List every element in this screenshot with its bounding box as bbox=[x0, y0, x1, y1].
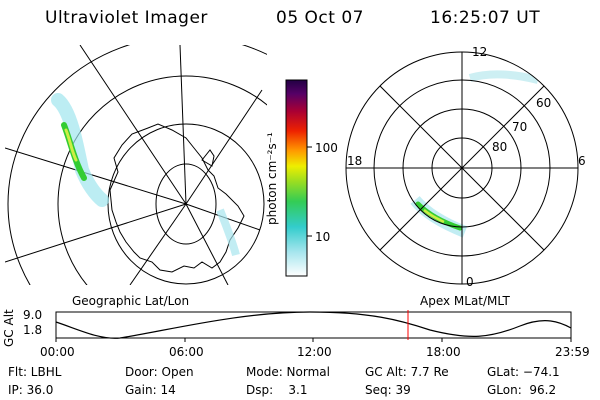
timeline-ytick-low: 1.8 bbox=[23, 323, 43, 337]
aurora-emission-left bbox=[51, 93, 240, 257]
altitude-curve bbox=[55, 311, 572, 339]
timeline-xtick-4: 23:59 bbox=[555, 345, 590, 359]
date-label: 05 Oct 07 bbox=[276, 8, 364, 28]
timeline-xtick-3: 18:00 bbox=[426, 345, 461, 359]
altitude-timeline bbox=[55, 310, 572, 342]
geo-longitude-status: GLon: 96.2 bbox=[487, 383, 557, 397]
meridian-5 bbox=[185, 89, 263, 205]
left-panel-caption: Geographic Lat/Lon bbox=[72, 294, 190, 308]
timeline-axis-label: GC Alt bbox=[2, 309, 16, 347]
meridian-4 bbox=[179, 45, 187, 205]
gain-status: Gain: 14 bbox=[125, 383, 176, 397]
lat-circle-4 bbox=[7, 45, 267, 285]
timeline-xtick-1: 06:00 bbox=[169, 345, 204, 359]
colorbar-unit-label: photon cm⁻²s⁻¹ bbox=[265, 132, 279, 225]
instrument-title: Ultraviolet Imager bbox=[45, 8, 208, 28]
polar-mlt-panel bbox=[345, 51, 579, 285]
color-scale bbox=[285, 79, 312, 277]
meridian-1 bbox=[5, 147, 187, 205]
gc-altitude-status: GC Alt: 7.7 Re bbox=[365, 365, 449, 379]
lat-circle-2 bbox=[107, 123, 265, 285]
timeline-xtick-2: 12:00 bbox=[297, 345, 332, 359]
meridian-8 bbox=[129, 203, 187, 285]
mode-status: Mode: Normal bbox=[246, 365, 330, 379]
mlt-label-dusk: 18 bbox=[347, 154, 363, 168]
lat-label-70: 70 bbox=[512, 120, 528, 134]
sequence-status: Seq: 39 bbox=[365, 383, 411, 397]
meridian-2 bbox=[5, 203, 187, 263]
geo-latitude-status: GLat: −74.1 bbox=[487, 365, 560, 379]
mlt-label-noon: 12 bbox=[472, 45, 488, 59]
mlt-label-midnight: 0 bbox=[466, 275, 474, 289]
timeline-xtick-0: 00:00 bbox=[40, 345, 75, 359]
timeline-ytick-high: 9.0 bbox=[23, 308, 43, 322]
right-panel-caption: Apex MLat/MLT bbox=[420, 294, 510, 308]
meridian-3 bbox=[79, 45, 187, 205]
lat-circle-1 bbox=[155, 163, 217, 245]
meridian-7 bbox=[185, 203, 229, 285]
ip-status: IP: 36.0 bbox=[8, 383, 54, 397]
lat-circle-3 bbox=[57, 75, 267, 285]
time-label: 16:25:07 UT bbox=[430, 8, 541, 28]
geographic-map-panel bbox=[5, 45, 267, 285]
lat-label-80: 80 bbox=[492, 140, 508, 154]
colorbar-tick-10: 10 bbox=[315, 230, 331, 244]
dsp-status: Dsp: 3.1 bbox=[246, 383, 308, 397]
door-status: Door: Open bbox=[125, 365, 194, 379]
coastline-icon bbox=[109, 123, 245, 273]
colorbar-tick-100: 100 bbox=[315, 141, 338, 155]
mlt-label-dawn: 6 bbox=[578, 154, 586, 168]
filter-status: Flt: LBHL bbox=[8, 365, 62, 379]
lat-label-60: 60 bbox=[536, 96, 552, 110]
